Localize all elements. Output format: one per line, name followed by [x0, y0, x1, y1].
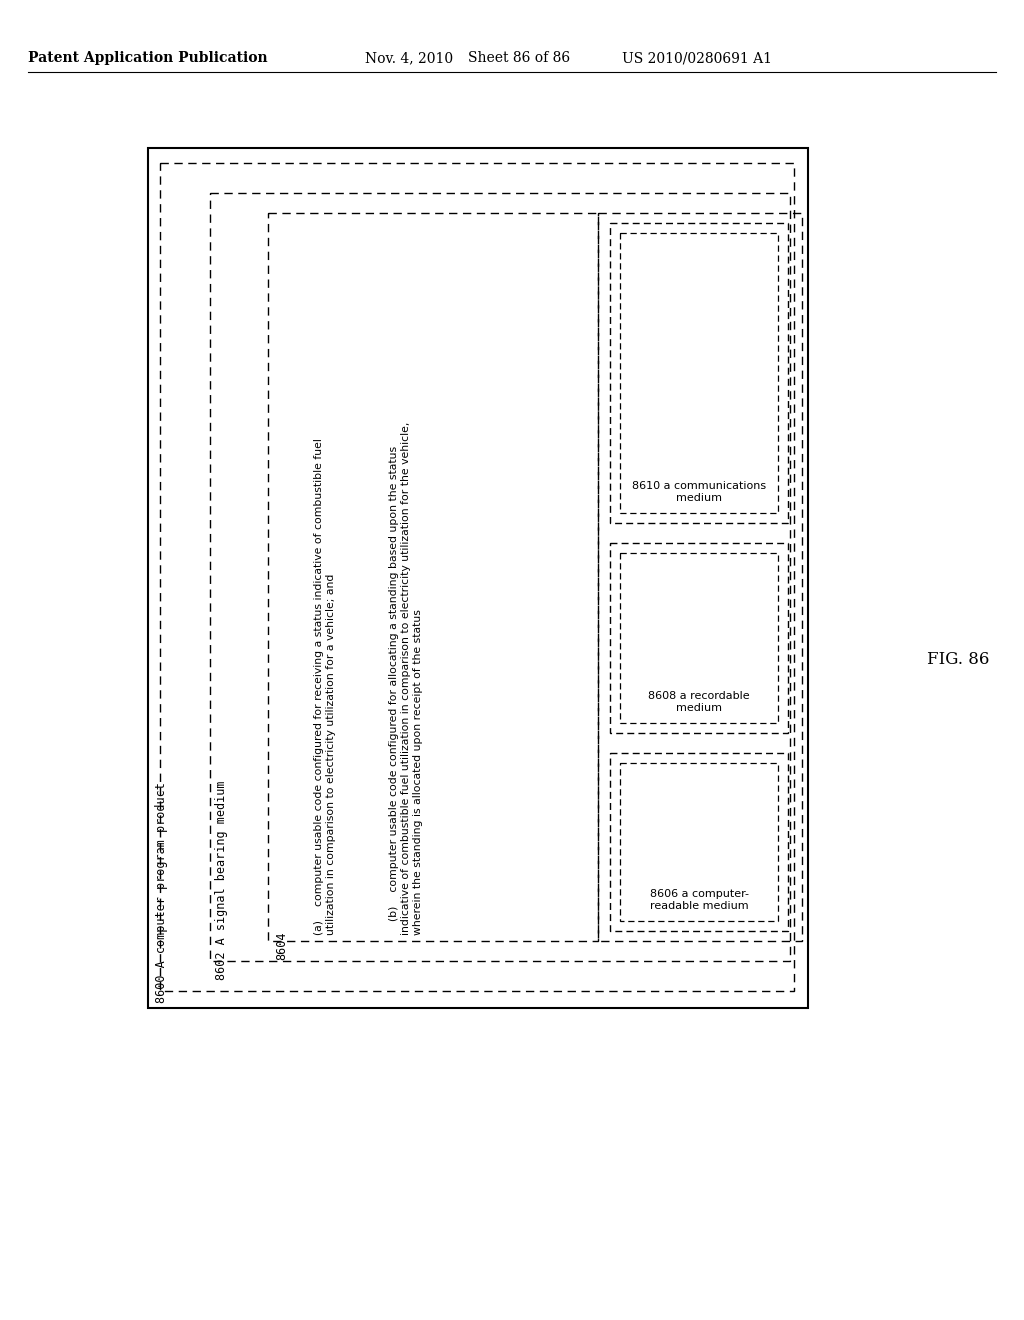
- Bar: [620, 234, 778, 513]
- Bar: [620, 763, 778, 921]
- Text: Sheet 86 of 86: Sheet 86 of 86: [468, 51, 570, 65]
- Text: 8602 A signal bearing medium: 8602 A signal bearing medium: [215, 780, 228, 979]
- Text: Patent Application Publication: Patent Application Publication: [28, 51, 267, 65]
- Text: US 2010/0280691 A1: US 2010/0280691 A1: [622, 51, 772, 65]
- Text: 8600 A computer program product: 8600 A computer program product: [156, 783, 169, 1003]
- Bar: [148, 148, 808, 1008]
- Text: (b)    computer usable code configured for allocating a standing based upon the : (b) computer usable code configured for …: [389, 421, 423, 935]
- Bar: [210, 193, 790, 961]
- Bar: [610, 752, 788, 931]
- Bar: [620, 553, 778, 723]
- Bar: [160, 162, 794, 991]
- Text: 8604: 8604: [275, 932, 289, 960]
- Bar: [268, 213, 598, 941]
- Text: 8606 a computer-
readable medium: 8606 a computer- readable medium: [649, 890, 749, 911]
- Bar: [598, 213, 802, 941]
- Bar: [610, 223, 788, 523]
- Text: 8610 a communications
medium: 8610 a communications medium: [632, 482, 766, 503]
- Bar: [610, 543, 788, 733]
- Text: (a)    computer usable code configured for receiving a status indicative of comb: (a) computer usable code configured for …: [314, 438, 336, 935]
- Text: FIG. 86: FIG. 86: [927, 652, 989, 668]
- Text: Nov. 4, 2010: Nov. 4, 2010: [365, 51, 454, 65]
- Text: 8608 a recordable
medium: 8608 a recordable medium: [648, 692, 750, 713]
